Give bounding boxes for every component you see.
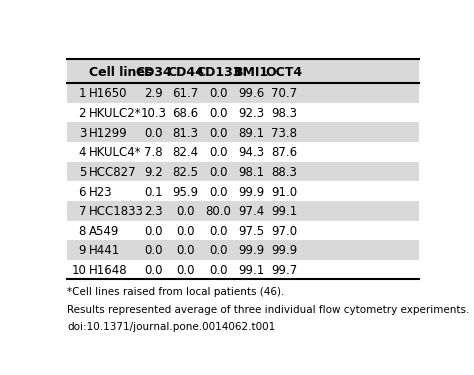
Text: 99.1: 99.1 <box>238 264 265 277</box>
Text: 80.0: 80.0 <box>206 205 232 218</box>
Text: 10.3: 10.3 <box>140 107 166 120</box>
Text: Cell lines: Cell lines <box>89 66 152 79</box>
Bar <box>66 103 419 122</box>
Text: 9.2: 9.2 <box>144 166 163 179</box>
Bar <box>66 59 419 83</box>
Text: 0.0: 0.0 <box>210 244 228 258</box>
Bar <box>66 181 419 201</box>
Text: 0.0: 0.0 <box>176 244 195 258</box>
Text: 0.0: 0.0 <box>144 244 163 258</box>
Text: 98.1: 98.1 <box>239 166 265 179</box>
Text: OCT4: OCT4 <box>265 66 302 79</box>
Text: 7: 7 <box>79 205 86 218</box>
Text: 0.0: 0.0 <box>176 225 195 238</box>
Text: 73.8: 73.8 <box>271 127 297 140</box>
Text: CD34: CD34 <box>135 66 172 79</box>
Text: 82.5: 82.5 <box>173 166 199 179</box>
Text: 5: 5 <box>79 166 86 179</box>
Bar <box>66 260 419 279</box>
Text: 0.0: 0.0 <box>144 225 163 238</box>
Text: *Cell lines raised from local patients (46).: *Cell lines raised from local patients (… <box>67 286 285 297</box>
Bar <box>66 122 419 142</box>
Text: 2.3: 2.3 <box>144 205 163 218</box>
Text: 0.0: 0.0 <box>210 107 228 120</box>
Text: 3: 3 <box>79 127 86 140</box>
Text: 10: 10 <box>71 264 86 277</box>
Text: 81.3: 81.3 <box>173 127 199 140</box>
Text: HKULC2*: HKULC2* <box>89 107 142 120</box>
Text: H1648: H1648 <box>89 264 128 277</box>
Text: 0.0: 0.0 <box>210 186 228 199</box>
Text: 94.3: 94.3 <box>239 146 265 159</box>
Text: H1650: H1650 <box>89 87 128 100</box>
Text: 97.0: 97.0 <box>271 225 297 238</box>
Text: 6: 6 <box>79 186 86 199</box>
Text: A549: A549 <box>89 225 119 238</box>
Bar <box>66 201 419 220</box>
Text: HCC1833: HCC1833 <box>89 205 144 218</box>
Text: 88.3: 88.3 <box>271 166 297 179</box>
Text: 0.0: 0.0 <box>176 205 195 218</box>
Text: H441: H441 <box>89 244 120 258</box>
Text: 0.0: 0.0 <box>210 87 228 100</box>
Bar <box>66 83 419 103</box>
Text: 0.0: 0.0 <box>210 146 228 159</box>
Text: 61.7: 61.7 <box>173 87 199 100</box>
Text: 2: 2 <box>79 107 86 120</box>
Text: 0.1: 0.1 <box>144 186 163 199</box>
Text: 99.7: 99.7 <box>271 264 297 277</box>
Text: CD44: CD44 <box>167 66 204 79</box>
Text: 0.0: 0.0 <box>210 264 228 277</box>
Bar <box>66 220 419 240</box>
Text: 98.3: 98.3 <box>271 107 297 120</box>
Text: doi:10.1371/journal.pone.0014062.t001: doi:10.1371/journal.pone.0014062.t001 <box>67 322 275 333</box>
Text: 91.0: 91.0 <box>271 186 297 199</box>
Text: 70.7: 70.7 <box>271 87 297 100</box>
Text: 68.6: 68.6 <box>173 107 199 120</box>
Text: HCC827: HCC827 <box>89 166 137 179</box>
Text: 0.0: 0.0 <box>210 166 228 179</box>
Text: 99.9: 99.9 <box>238 244 265 258</box>
Text: 99.1: 99.1 <box>271 205 297 218</box>
Text: 0.0: 0.0 <box>144 127 163 140</box>
Text: 99.9: 99.9 <box>271 244 297 258</box>
Text: 0.0: 0.0 <box>144 264 163 277</box>
Text: 87.6: 87.6 <box>271 146 297 159</box>
Text: HKULC4*: HKULC4* <box>89 146 142 159</box>
Text: 0.0: 0.0 <box>176 264 195 277</box>
Text: 9: 9 <box>79 244 86 258</box>
Text: CD133: CD133 <box>196 66 241 79</box>
Text: 92.3: 92.3 <box>239 107 265 120</box>
Text: 0.0: 0.0 <box>210 127 228 140</box>
Text: 82.4: 82.4 <box>173 146 199 159</box>
Bar <box>66 240 419 260</box>
Bar <box>66 142 419 162</box>
Text: 95.9: 95.9 <box>173 186 199 199</box>
Text: 2.9: 2.9 <box>144 87 163 100</box>
Text: H23: H23 <box>89 186 113 199</box>
Text: 99.9: 99.9 <box>238 186 265 199</box>
Bar <box>66 162 419 181</box>
Text: 0.0: 0.0 <box>210 225 228 238</box>
Text: 7.8: 7.8 <box>144 146 163 159</box>
Text: Results represented average of three individual flow cytometry experiments.: Results represented average of three ind… <box>67 304 470 315</box>
Text: 1: 1 <box>79 87 86 100</box>
Text: 89.1: 89.1 <box>239 127 265 140</box>
Text: BMI1: BMI1 <box>234 66 269 79</box>
Text: 97.4: 97.4 <box>238 205 265 218</box>
Text: H1299: H1299 <box>89 127 128 140</box>
Text: 97.5: 97.5 <box>239 225 265 238</box>
Text: 4: 4 <box>79 146 86 159</box>
Text: 99.6: 99.6 <box>238 87 265 100</box>
Text: 8: 8 <box>79 225 86 238</box>
